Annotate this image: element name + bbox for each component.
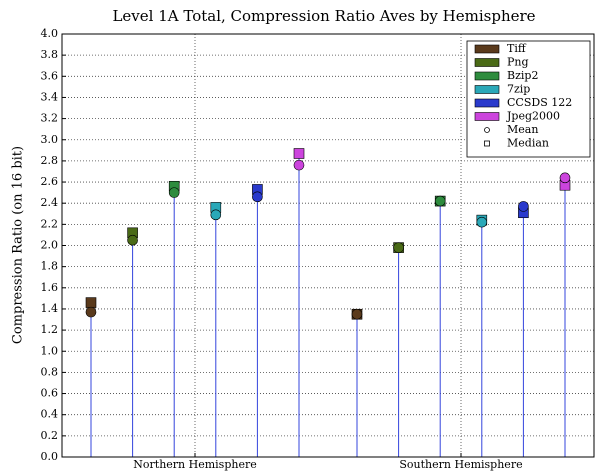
y-tick-label: 0.8 [41, 365, 59, 378]
mean-marker [393, 242, 404, 253]
y-tick-label: 2.4 [41, 196, 59, 209]
legend-median-marker [484, 140, 490, 147]
mean-marker [351, 308, 363, 320]
y-axis-label: Compression Ratio (on 16 bit) [11, 146, 26, 344]
x-tick-label: Southern Hemisphere [399, 458, 522, 471]
y-tick-label: 2.6 [41, 175, 59, 188]
legend-label: Jpeg2000 [506, 110, 560, 123]
y-tick-label: 2.0 [41, 239, 59, 252]
y-tick-label: 0.0 [41, 450, 59, 463]
legend-label: CCSDS 122 [507, 96, 572, 109]
legend-swatch [474, 71, 500, 81]
legend-label: 7zip [507, 83, 530, 96]
y-tick-label: 2.2 [41, 217, 59, 230]
legend-label: Bzip2 [507, 69, 538, 82]
legend-swatch [474, 98, 500, 108]
legend-label: Tiff [507, 42, 527, 55]
legend-swatch [474, 58, 500, 67]
y-tick-label: 1.2 [41, 323, 59, 336]
plot-frame [61, 33, 595, 458]
legend-label: Png [507, 56, 529, 69]
y-tick-label: 2.8 [41, 154, 59, 167]
mean-marker [476, 216, 488, 228]
y-tick-label: 0.4 [41, 408, 59, 421]
y-tick-label: 3.8 [41, 48, 59, 61]
mean-marker [168, 187, 180, 198]
mean-marker [210, 209, 222, 221]
mean-marker [127, 234, 138, 246]
legend-swatch [474, 85, 500, 94]
y-tick-label: 1.8 [41, 260, 59, 273]
legend-mean-marker [484, 127, 490, 133]
mean-marker [518, 201, 529, 212]
y-tick-label: 0.6 [41, 387, 59, 400]
y-tick-label: 3.4 [41, 90, 59, 103]
legend-swatch [474, 44, 500, 54]
median-marker [293, 148, 305, 159]
y-tick-label: 0.2 [41, 429, 59, 442]
mean-marker [559, 172, 571, 184]
legend-label: Mean [507, 123, 538, 136]
y-tick-label: 1.6 [41, 281, 59, 294]
mean-marker [293, 159, 305, 171]
mean-marker [434, 195, 446, 207]
y-tick-label: 3.0 [41, 133, 59, 146]
mean-marker [252, 191, 263, 203]
legend-label: Median [507, 137, 549, 150]
y-tick-label: 3.6 [41, 69, 59, 82]
y-tick-label: 3.2 [41, 112, 59, 125]
y-tick-label: 4.0 [41, 27, 59, 40]
x-tick-label: Northern Hemisphere [133, 458, 256, 471]
median-marker [85, 297, 97, 308]
y-tick-label: 1.0 [41, 344, 59, 357]
y-tick-label: 1.4 [41, 302, 59, 315]
mean-marker [85, 306, 97, 318]
chart-title: Level 1A Total, Compression Ratio Aves b… [112, 7, 535, 25]
legend-swatch [474, 112, 500, 121]
